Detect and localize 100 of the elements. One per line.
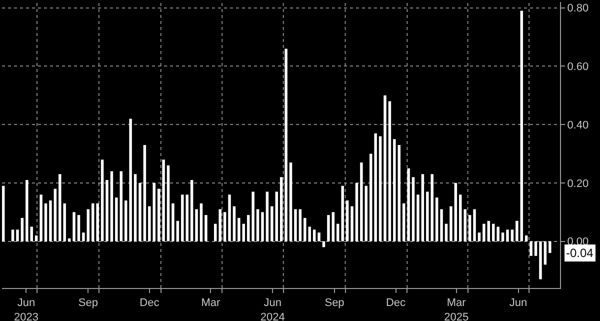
bar (435, 198, 438, 242)
bar (454, 182, 458, 242)
bar (129, 118, 132, 242)
bar (49, 200, 52, 242)
bar (336, 224, 340, 242)
bar (298, 209, 302, 242)
bar (360, 162, 363, 242)
bar (34, 235, 38, 242)
bar (492, 224, 495, 242)
bar (54, 188, 57, 242)
x-tick-label: Jun 2024 (260, 297, 285, 321)
y-tick-label: 0.80 (567, 2, 589, 15)
bar (398, 145, 400, 242)
bar (350, 206, 354, 242)
bar (364, 186, 368, 242)
bar (416, 194, 420, 242)
bar (11, 230, 14, 242)
bar (92, 203, 94, 242)
bar (2, 186, 5, 242)
bar (86, 209, 90, 242)
bar (280, 177, 283, 242)
bar (402, 203, 406, 242)
bar (195, 209, 198, 242)
bar (487, 220, 490, 242)
bar (289, 162, 292, 242)
bar (204, 215, 208, 242)
bar (106, 180, 108, 242)
x-tick-label: Sep (324, 297, 344, 310)
bar (506, 230, 509, 242)
bar (200, 203, 203, 242)
bar (242, 224, 246, 242)
bar (473, 209, 476, 242)
bar (374, 133, 377, 242)
bar (134, 174, 137, 242)
bar (530, 241, 532, 256)
bar (246, 215, 250, 242)
bar (275, 192, 278, 242)
x-tick-label: Jun (509, 297, 528, 310)
x-tick-label: Sep (78, 297, 98, 310)
bar (44, 203, 48, 242)
bar (30, 226, 33, 242)
bar (68, 238, 71, 242)
bar (26, 180, 28, 242)
bar (223, 212, 226, 242)
bar (501, 232, 504, 242)
bar (378, 136, 382, 242)
x-tick-label: Dec (386, 297, 406, 310)
bar (516, 220, 518, 242)
bar (478, 232, 481, 242)
bar (176, 220, 180, 242)
bar (96, 203, 99, 242)
x-tick-label: Dec (140, 297, 160, 310)
bar (294, 209, 297, 242)
bar (393, 139, 396, 242)
bar (369, 154, 372, 242)
bar (468, 215, 472, 242)
bar (510, 230, 514, 242)
bar (157, 188, 160, 242)
y-tick-label: 0.20 (567, 178, 589, 190)
bar (384, 95, 386, 242)
bar (544, 241, 547, 265)
bar (72, 212, 76, 242)
bar (355, 182, 358, 242)
bar (284, 48, 288, 242)
bar (110, 171, 114, 242)
bar (100, 160, 104, 242)
bar (520, 10, 523, 242)
bar (138, 182, 142, 242)
bar (238, 218, 240, 242)
bar (228, 194, 231, 242)
bar (214, 224, 217, 242)
bar (148, 206, 151, 242)
x-tick-label: Jun 2023 (14, 297, 38, 321)
x-tick-label: Mar 2025 (444, 297, 469, 321)
bar (124, 200, 128, 242)
bar (232, 206, 236, 242)
bar (312, 230, 316, 242)
bar (218, 209, 222, 242)
bar (407, 168, 410, 242)
bar (496, 226, 500, 242)
bar (82, 232, 85, 242)
bar (172, 203, 174, 242)
bar (266, 192, 269, 242)
bar (346, 200, 349, 242)
bar (20, 218, 24, 242)
annotation: -0.04 (566, 246, 594, 260)
bar (252, 192, 254, 242)
bar (444, 224, 448, 242)
bar (190, 180, 194, 242)
x-tick-label: Mar (201, 297, 220, 310)
bar (120, 171, 123, 242)
bar (332, 212, 335, 242)
bar (388, 101, 392, 242)
bar (440, 209, 443, 242)
bar (40, 194, 42, 242)
bar (548, 241, 552, 253)
bar (539, 241, 542, 280)
bar (482, 224, 486, 242)
bar (450, 206, 452, 242)
bar (115, 198, 118, 242)
